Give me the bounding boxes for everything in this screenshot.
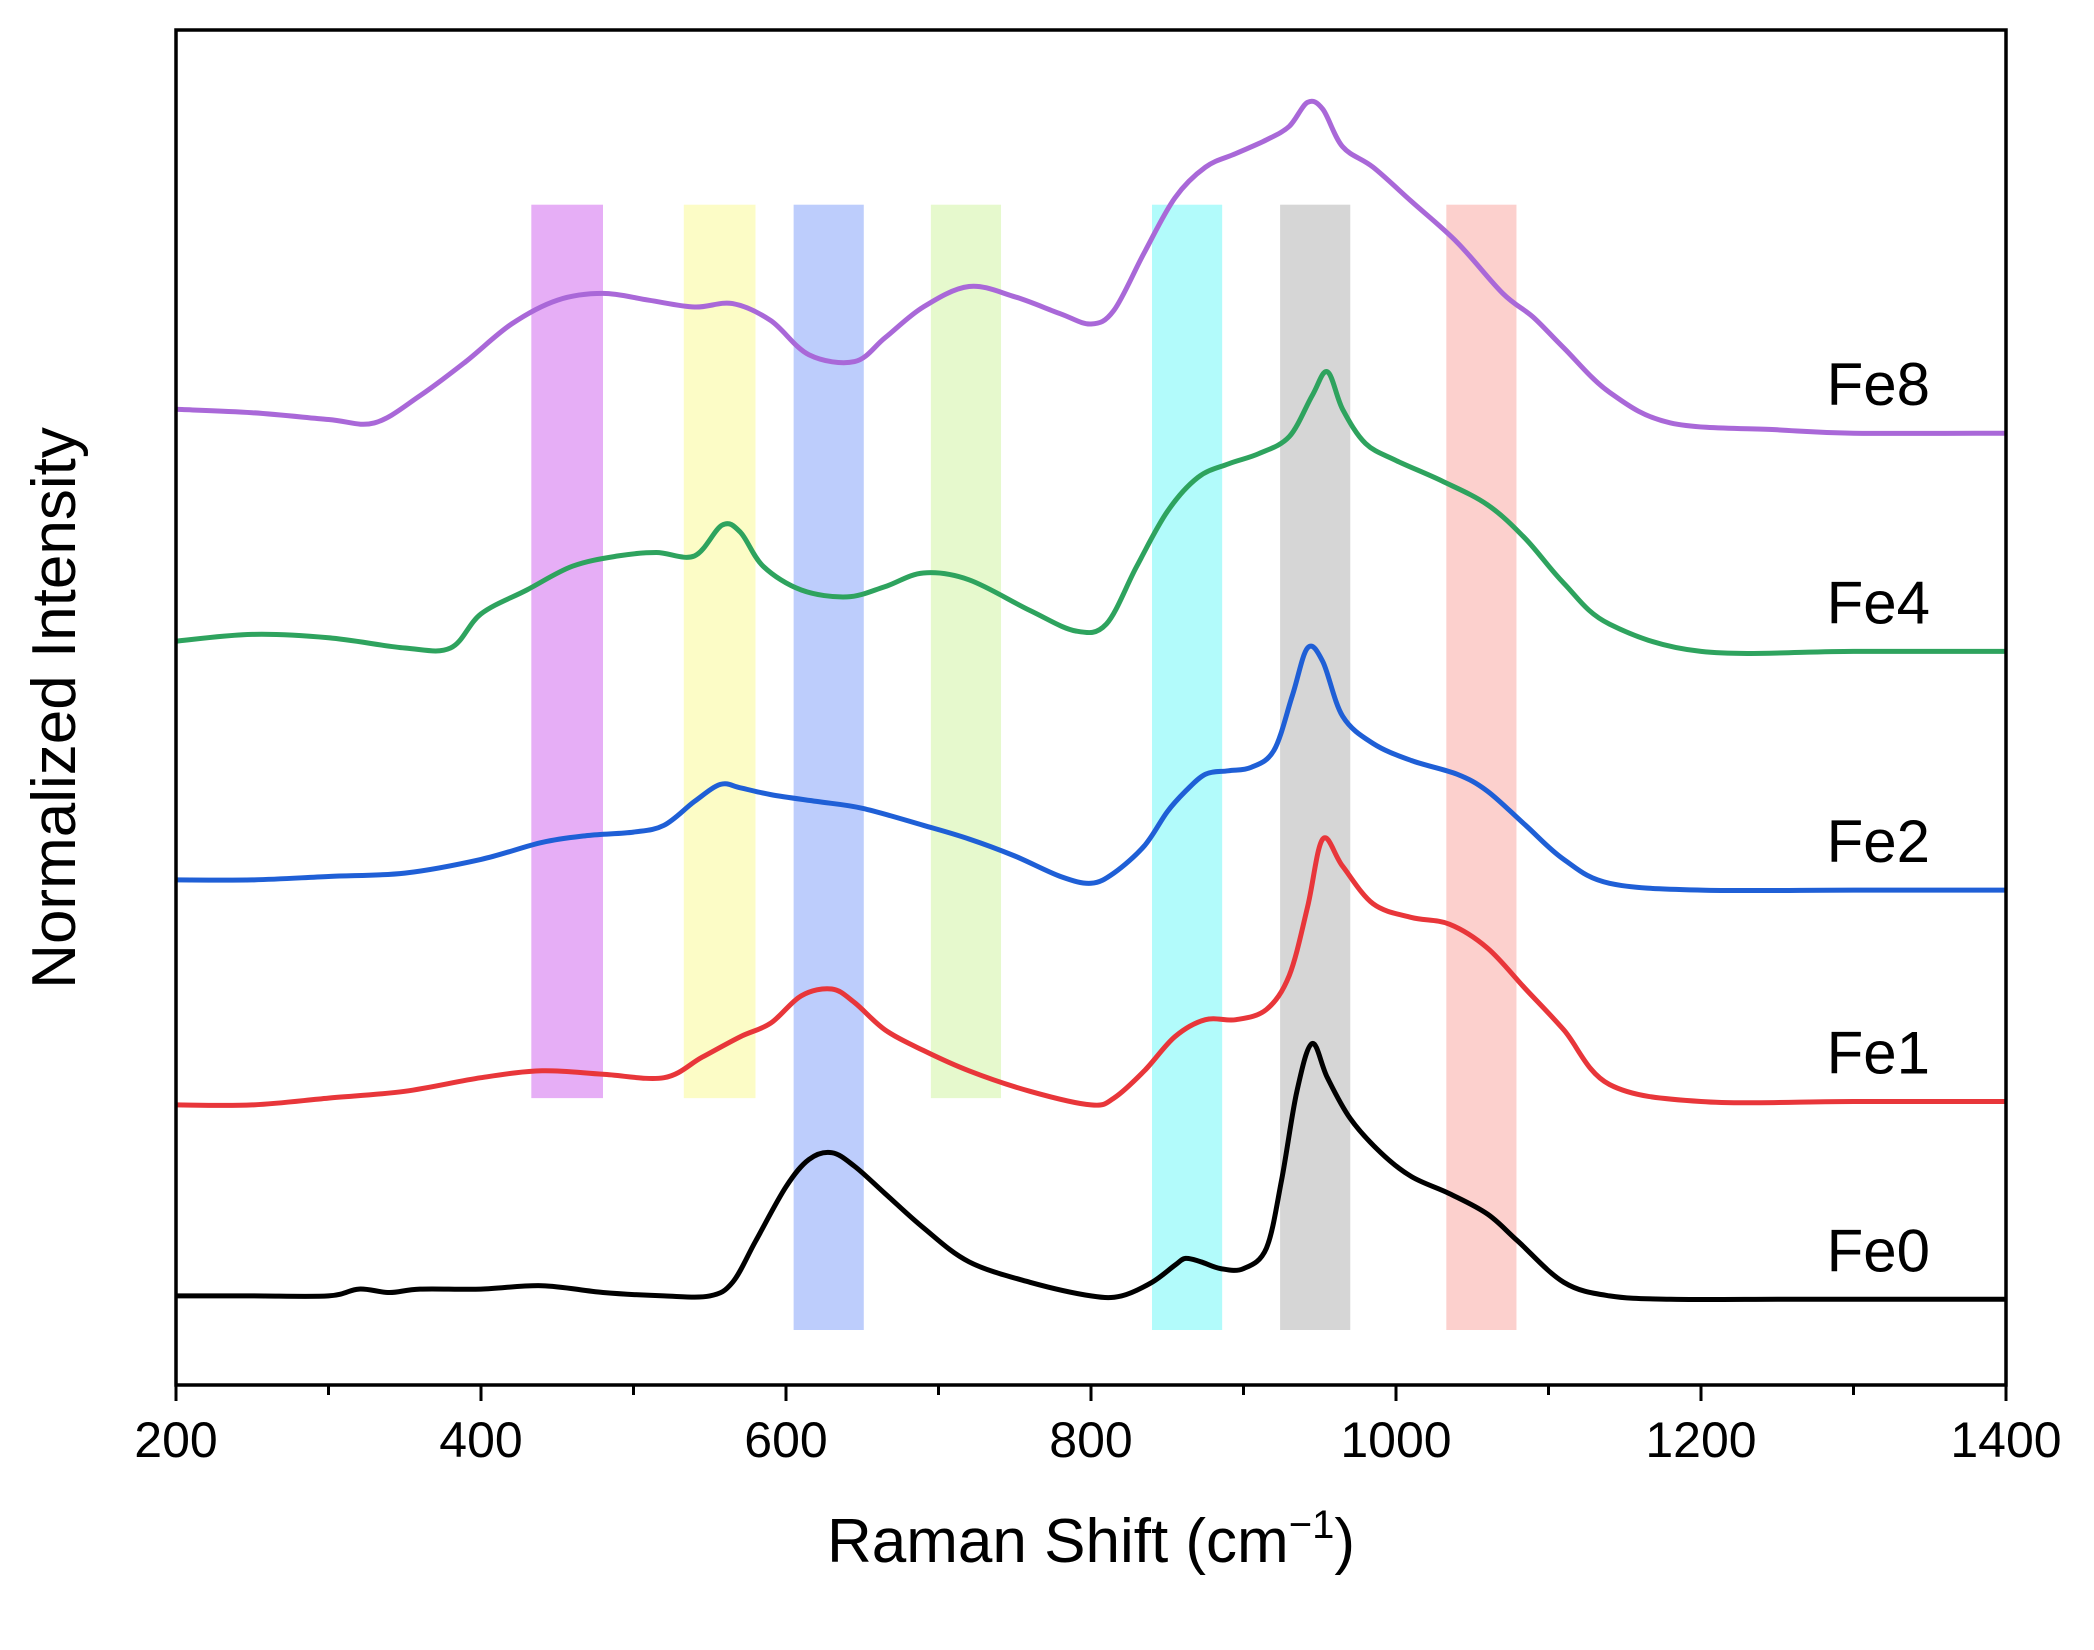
series-line-fe2 — [175, 643, 2006, 894]
x-tick-label-400: 400 — [439, 1412, 522, 1468]
series-labels: Fe0 Fe1 Fe2 Fe4 Fe8 — [1827, 351, 1930, 1284]
spectra-series — [175, 98, 2007, 1303]
band-628 — [793, 204, 864, 1331]
series-label-fe4: Fe4 — [1827, 569, 1930, 636]
x-axis-title-superscript: −1 — [1289, 1503, 1335, 1547]
series-label-fe8: Fe8 — [1827, 351, 1930, 418]
x-axis-title-main: Raman Shift (cm — [827, 1507, 1289, 1576]
band-947 — [1280, 204, 1351, 1331]
y-axis-title: Normalized Intensity — [20, 427, 89, 989]
highlight-bands — [531, 204, 1517, 1331]
plot-frame — [174, 28, 2008, 1387]
x-tick-label-1200: 1200 — [1645, 1412, 1756, 1468]
series-line-fe4 — [175, 369, 2006, 656]
band-557 — [683, 204, 756, 1099]
x-tick-label-1000: 1000 — [1340, 1412, 1451, 1468]
x-tick-label-800: 800 — [1049, 1412, 1132, 1468]
series-line-fe8 — [175, 98, 2007, 436]
series-line-fe1 — [175, 835, 2006, 1108]
x-axis-title-close: ) — [1334, 1507, 1355, 1576]
x-axis-title: Raman Shift (cm−1) — [827, 1503, 1355, 1576]
band-1056 — [1446, 204, 1517, 1331]
band-863 — [1152, 204, 1223, 1331]
series-label-fe1: Fe1 — [1827, 1020, 1930, 1087]
x-axis: 200 400 600 800 1000 1200 1400 — [134, 1385, 2062, 1468]
band-455 — [531, 204, 603, 1099]
series-line-fe0 — [176, 1041, 2006, 1303]
series-label-fe0: Fe0 — [1827, 1217, 1930, 1284]
x-tick-label-200: 200 — [134, 1412, 217, 1468]
band-718 — [930, 204, 1002, 1099]
x-tick-label-600: 600 — [744, 1412, 827, 1468]
series-label-fe2: Fe2 — [1827, 808, 1930, 875]
x-tick-label-1400: 1400 — [1950, 1412, 2061, 1468]
